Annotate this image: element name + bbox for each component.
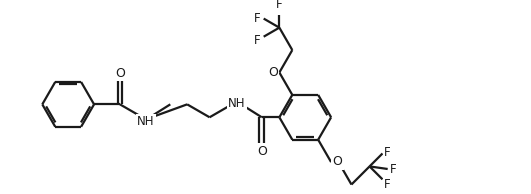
Text: F: F	[254, 34, 261, 47]
Text: O: O	[257, 145, 267, 158]
Text: NH: NH	[138, 115, 155, 128]
Text: F: F	[254, 12, 261, 25]
Text: O: O	[332, 155, 342, 168]
Text: F: F	[276, 0, 282, 11]
Text: O: O	[115, 67, 125, 80]
Text: F: F	[390, 163, 397, 176]
Text: F: F	[384, 146, 390, 159]
Text: NH: NH	[228, 97, 245, 110]
Text: F: F	[384, 178, 390, 191]
Text: O: O	[268, 66, 278, 79]
